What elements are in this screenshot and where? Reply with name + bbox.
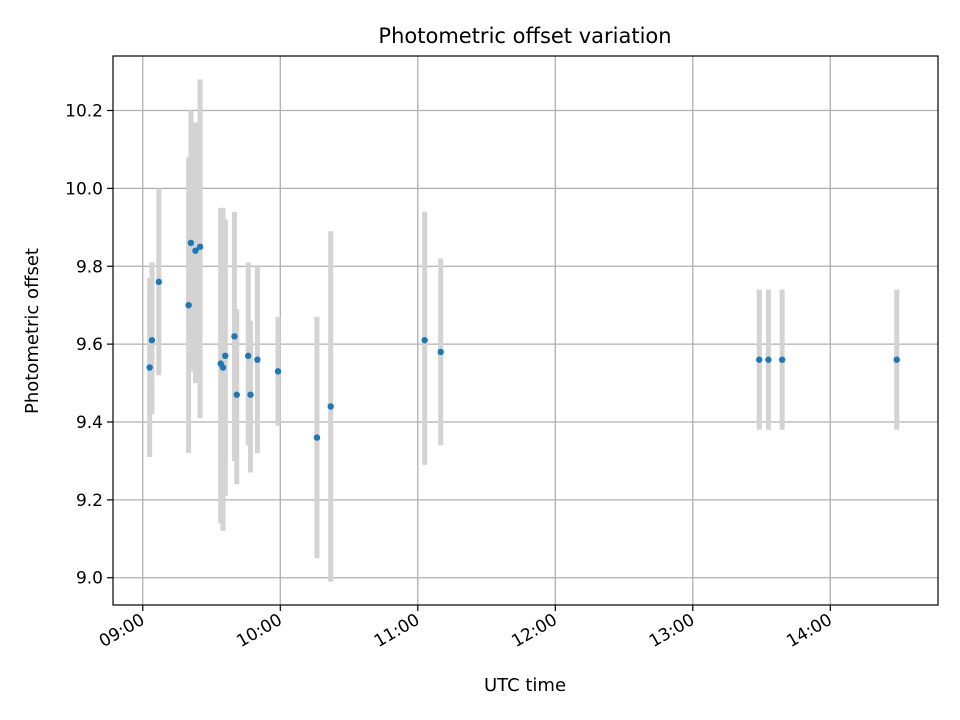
data-point: [196, 243, 204, 250]
data-point: [222, 352, 229, 360]
data-point: [756, 356, 763, 363]
data-point: [245, 352, 252, 360]
chart-title: Photometric offset variation: [378, 24, 671, 48]
plot-frame: [112, 55, 939, 606]
data-point: [437, 348, 444, 356]
y-tick-label: 9.6: [76, 335, 103, 355]
data-point: [146, 364, 153, 371]
y-axis-label: Photometric offset: [22, 248, 43, 414]
data-point: [233, 391, 240, 398]
marker-layer: [146, 239, 900, 441]
data-point: [187, 239, 195, 247]
y-tick-label: 9.4: [76, 413, 103, 433]
data-point: [254, 356, 261, 363]
y-tick-label: 9.8: [76, 257, 103, 277]
data-point: [192, 247, 199, 254]
y-axis: 9.0 9.2 9.4 9.6 9.8 10.0 10.2: [65, 102, 113, 589]
y-tick-label: 9.2: [76, 491, 103, 511]
data-point: [313, 434, 321, 441]
plot-area: [112, 55, 939, 606]
data-point: [148, 337, 156, 344]
y-tick-label: 10.0: [65, 179, 103, 199]
data-point: [327, 403, 334, 410]
data-point: [893, 356, 900, 363]
data-point: [231, 333, 238, 340]
data-point: [778, 356, 786, 363]
x-axis-label: UTC time: [484, 675, 566, 696]
data-point: [219, 364, 227, 371]
data-point: [155, 278, 163, 286]
y-tick-label: 10.2: [65, 102, 103, 122]
data-point: [247, 391, 254, 398]
data-point: [765, 356, 772, 363]
y-tick-label: 9.0: [76, 569, 103, 589]
data-point: [274, 368, 282, 375]
data-point: [421, 337, 428, 344]
grid-layer: [113, 56, 938, 605]
data-point: [185, 301, 192, 309]
